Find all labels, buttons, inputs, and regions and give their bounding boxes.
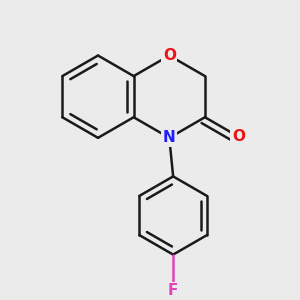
Text: N: N <box>163 130 176 145</box>
Text: O: O <box>163 48 176 63</box>
Text: O: O <box>232 129 245 144</box>
Text: F: F <box>168 283 178 298</box>
